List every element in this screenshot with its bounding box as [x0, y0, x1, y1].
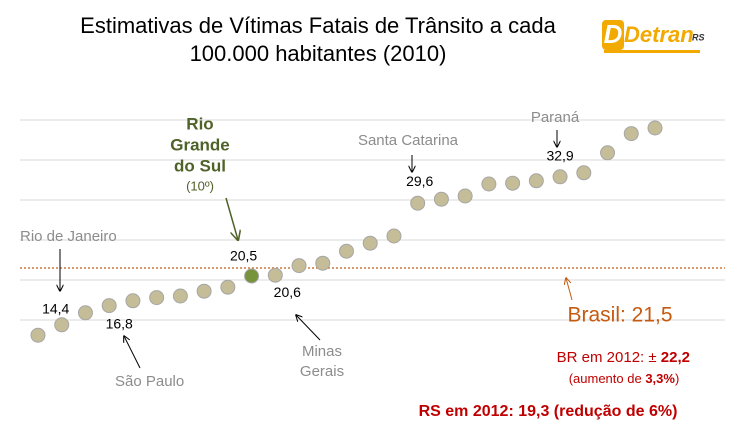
- value-label: 20,5: [230, 248, 257, 264]
- note-part: 22,2: [661, 349, 690, 366]
- dot: [149, 290, 165, 306]
- arrow: [296, 315, 321, 341]
- value-label: 32,9: [546, 148, 573, 164]
- dot: [315, 255, 331, 271]
- highlight-rank: (10º): [186, 178, 214, 193]
- logo-mark: [602, 20, 624, 50]
- logo: D Detran RS: [602, 19, 705, 53]
- dot: [30, 327, 46, 343]
- dot: [77, 305, 93, 321]
- value-label: 14,4: [42, 301, 69, 317]
- logo-bar: [604, 50, 700, 53]
- note: BR em 2012: ± 22,2: [557, 349, 690, 366]
- dot: [647, 120, 663, 136]
- value-label: 20,6: [274, 284, 301, 300]
- logo-suffix: RS: [692, 32, 705, 42]
- dot: [528, 173, 544, 189]
- dot: [101, 298, 117, 314]
- note: RS em 2012: 19,3 (redução de 6%): [419, 403, 678, 420]
- dot: [600, 145, 616, 161]
- dot: [125, 293, 141, 309]
- dot: [386, 228, 402, 244]
- logo-letter: D: [604, 19, 623, 49]
- note-part: (aumento de: [569, 371, 646, 386]
- dot: [552, 169, 568, 185]
- annotation: Rio de Janeiro: [20, 228, 117, 245]
- reference-label: Brasil: 21,5: [567, 304, 672, 327]
- highlight-label: Rio: [186, 114, 213, 133]
- dot: [339, 243, 354, 259]
- highlight-label: do Sul: [174, 156, 226, 175]
- dot: [291, 258, 307, 274]
- dot: [362, 235, 378, 251]
- dot: [410, 195, 426, 211]
- chart-title: 100.000 habitantes (2010): [190, 41, 447, 66]
- arrow: [225, 197, 238, 240]
- note-part: 3,3%: [645, 371, 675, 386]
- dot: [433, 191, 449, 207]
- arrow: [566, 278, 573, 301]
- value-label: 16,8: [106, 315, 133, 331]
- dot: [244, 268, 260, 284]
- dot: [505, 175, 521, 191]
- dot: [623, 126, 639, 142]
- chart-title: Estimativas de Vítimas Fatais de Trânsit…: [80, 13, 556, 38]
- dot: [576, 165, 592, 181]
- annotation: Paraná: [531, 109, 580, 126]
- value-label: 29,6: [406, 173, 433, 189]
- logo-text: Detran: [624, 22, 694, 47]
- dot: [457, 188, 473, 204]
- dot: [481, 176, 497, 192]
- highlight-label: Grande: [170, 135, 230, 154]
- dot: [54, 317, 70, 333]
- annotation: Gerais: [300, 363, 344, 380]
- arrow: [124, 336, 141, 369]
- dot: [267, 267, 283, 283]
- dot: [196, 283, 212, 299]
- annotation: Minas: [302, 343, 342, 360]
- note: (aumento de 3,3%): [569, 371, 680, 386]
- annotation: São Paulo: [115, 373, 184, 390]
- dot: [172, 288, 188, 304]
- note-part: BR em 2012: ±: [557, 349, 661, 366]
- annotation: Santa Catarina: [358, 132, 459, 149]
- dot: [220, 279, 236, 295]
- note-part: ): [675, 371, 679, 386]
